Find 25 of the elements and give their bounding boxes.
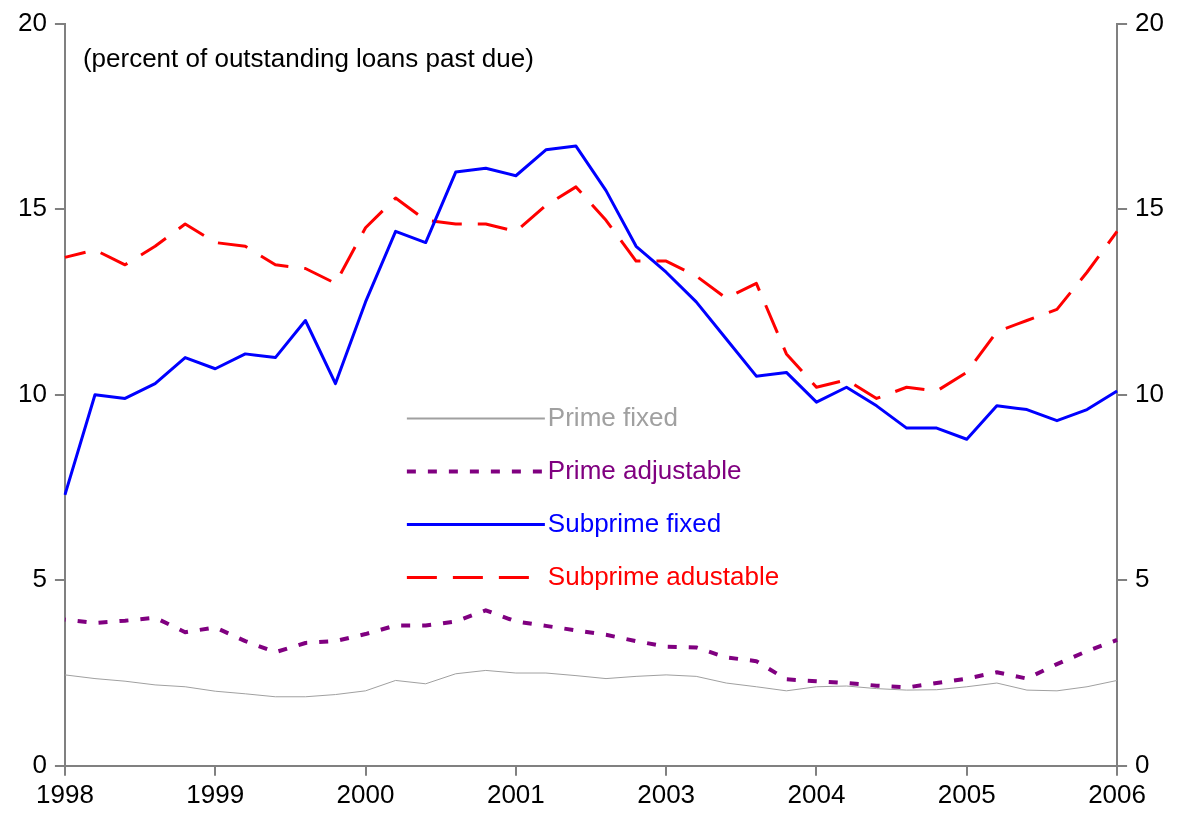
y2-tick-label: 15 [1135,192,1164,223]
x-tick-label: 2001 [486,778,545,809]
text: Prime adjustable [547,454,742,485]
x-tick-label: 1999 [186,778,245,809]
annotation: (percent of outstanding loans past due) [82,42,534,73]
line-series [63,185,1119,400]
y2-tick-label: 20 [1135,6,1164,37]
y-tick-label: 20 [18,6,47,37]
x-tick-label: 1998 [36,778,94,809]
y-tick-label: 15 [18,192,47,223]
x-tick-label: 2003 [637,778,696,809]
x-tick-label: 2000 [336,778,395,809]
line-series [62,608,1120,690]
x-tick-label: 2004 [787,778,846,809]
x-tick-label: 2006 [1088,778,1146,809]
y2-tick-label: 10 [1135,377,1164,408]
y-tick-label: 5 [32,563,47,594]
y2-tick-label: 5 [1135,563,1150,594]
text: Prime fixed [547,401,678,432]
text: Subprime fixed [547,507,722,538]
text: Subprime adustable [547,560,780,591]
y2-tick-label: 0 [1135,748,1150,779]
y-tick-label: 0 [32,748,47,779]
x-tick-label: 2005 [937,778,996,809]
y-tick-label: 10 [18,377,47,408]
